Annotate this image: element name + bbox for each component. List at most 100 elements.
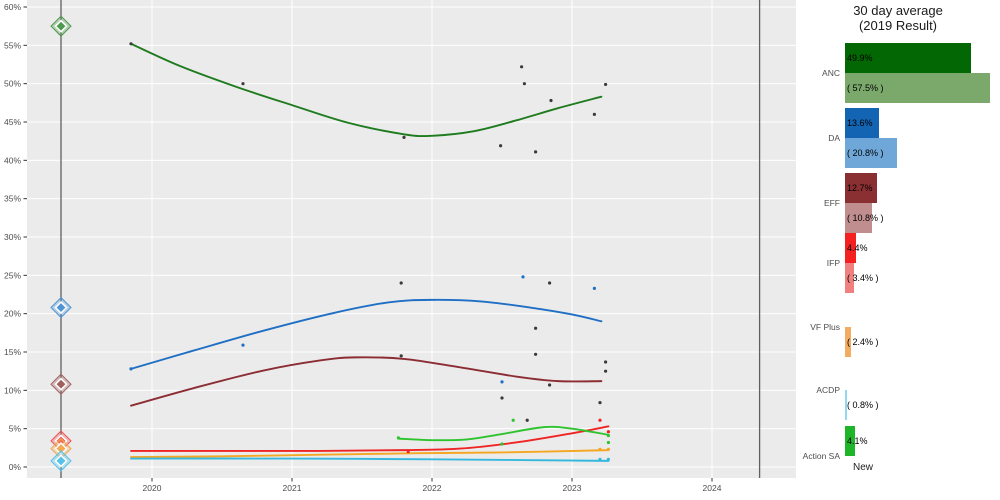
current-average-bar-eff [845, 173, 877, 203]
poll-point [500, 380, 504, 384]
poll-point [521, 275, 525, 279]
result-2019-bar-eff [845, 203, 873, 233]
poll-point [241, 343, 245, 347]
result-2019-bar-ifp [845, 263, 854, 293]
legend-title: 30 day average (2019 Result) [796, 3, 1000, 33]
poll-point [604, 369, 608, 373]
poll-point [606, 447, 611, 451]
y-axis-label: 20% [4, 309, 21, 319]
current-average-bar-da [845, 108, 880, 138]
poll-point [500, 442, 504, 446]
current-average-bar-anc [845, 43, 971, 73]
y-axis-label: 40% [4, 155, 21, 165]
poll-point [549, 98, 553, 103]
legend-title-line2: (2019 Result) [858, 18, 938, 33]
result-2019-diamond-acdp [54, 454, 68, 468]
legend-panel: 30 day average (2019 Result) ANC 49.9% ( 5… [796, 0, 1000, 500]
legend-new-label: New [853, 462, 874, 473]
poll-point [598, 457, 602, 461]
poll-point [402, 135, 406, 139]
plot-panel [27, 0, 796, 478]
current-average-value-da: 13.6% [847, 118, 873, 128]
trend-line-acdp [130, 457, 610, 462]
poll-point [548, 281, 552, 285]
legend-party-label-anc: ANC [822, 68, 840, 78]
result-2019-value-acdp: ( 0.8% ) [847, 400, 879, 410]
y-axis-label: 15% [4, 347, 21, 357]
poll-point [399, 281, 403, 285]
result-2019-value-vf-plus: ( 2.4% ) [847, 337, 879, 347]
poll-point [511, 418, 515, 422]
result-2019-bar-anc [845, 73, 990, 103]
x-axis-label: 2023 [563, 483, 582, 493]
poll-point [604, 360, 608, 364]
poll-point [534, 326, 538, 330]
x-axis-label: 2020 [143, 483, 162, 493]
result-2019-value-ifp: ( 3.4% ) [847, 273, 879, 283]
result-2019-diamond-vf-plus [54, 442, 68, 456]
poll-point [129, 367, 133, 371]
current-average-bar-ifp [845, 233, 857, 263]
poll-point [548, 383, 552, 387]
poll-point [592, 286, 597, 290]
y-axis-label: 55% [4, 40, 21, 50]
poll-point [129, 42, 133, 46]
current-average-value-ifp: 4.4% [847, 243, 868, 253]
current-average-bar-action-sa [845, 426, 856, 456]
y-axis-label: 50% [4, 79, 21, 89]
legend-party-label-acdp: ACDP [816, 385, 840, 395]
result-2019-value-anc: ( 57.5% ) [847, 83, 884, 93]
result-2019-bar-vf-plus [845, 327, 852, 357]
x-axis-label: 2022 [423, 483, 442, 493]
poll-point [592, 112, 597, 116]
poll-point [534, 352, 538, 356]
legend-party-label-action-sa: Action SA [802, 451, 840, 461]
result-2019-bar-da [845, 138, 898, 168]
y-axis-label: 60% [4, 2, 21, 12]
result-2019-value-da: ( 20.8% ) [847, 148, 884, 158]
x-axis-label: 2024 [703, 483, 722, 493]
poll-point [606, 430, 611, 434]
y-axis-label: 5% [9, 424, 22, 434]
result-2019-diamond-da [54, 300, 68, 315]
y-axis-label: 25% [4, 270, 21, 280]
legend-party-label-da: DA [828, 133, 840, 143]
trend-line-ifp [130, 425, 610, 452]
poll-point [606, 440, 611, 445]
poll-point [241, 82, 245, 86]
poll-point [598, 418, 602, 422]
poll-point [499, 144, 503, 148]
result-2019-value-eff: ( 10.8% ) [847, 213, 884, 223]
y-axis-label: 45% [4, 117, 21, 127]
poll-point [399, 354, 403, 358]
legend-party-label-eff: EFF [823, 198, 840, 208]
legend-party-label-ifp: IFP [826, 258, 840, 268]
legend-title-line1: 30 day average [853, 3, 943, 18]
poll-point [525, 418, 529, 422]
y-axis-label: 30% [4, 232, 21, 242]
trend-line-anc [130, 42, 603, 138]
current-average-value-action-sa: 4.1% [847, 436, 868, 446]
trend-line-action-sa [397, 425, 610, 442]
trend-line-eff [130, 356, 603, 407]
poll-point [396, 436, 400, 440]
trend-line-vf-plus [130, 449, 610, 458]
poll-point [606, 433, 611, 438]
trend-line-da [130, 298, 603, 370]
current-average-value-eff: 12.7% [847, 183, 873, 193]
result-2019-bar-acdp [845, 390, 848, 420]
y-axis-label: 10% [4, 385, 21, 395]
current-average-value-anc: 49.9% [847, 53, 873, 63]
poll-point [598, 400, 602, 405]
x-axis-label: 2021 [283, 483, 302, 493]
result-2019-diamond-anc [54, 19, 68, 33]
result-2019-diamond-eff [54, 377, 68, 391]
poll-point [406, 450, 410, 454]
poll-point [522, 82, 527, 86]
poll-point [500, 396, 504, 400]
poll-point [520, 65, 524, 69]
y-axis-label: 0% [9, 462, 22, 472]
y-axis-label: 35% [4, 194, 21, 204]
poll-point [606, 457, 611, 461]
